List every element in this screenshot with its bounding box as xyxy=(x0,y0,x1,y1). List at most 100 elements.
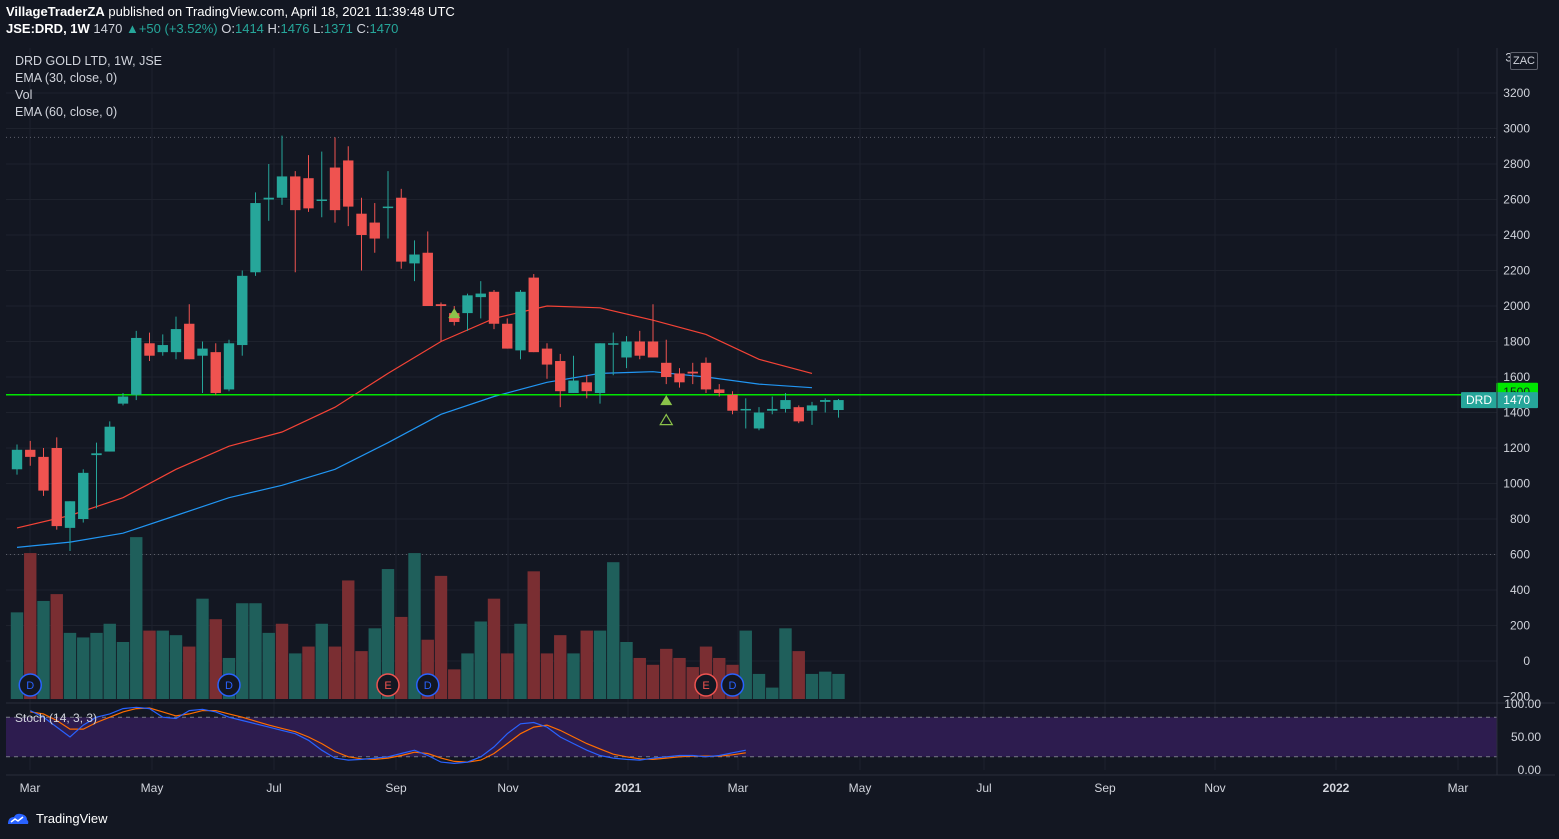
footer-brand[interactable]: TradingView xyxy=(6,811,108,826)
candle-body xyxy=(806,405,818,411)
candle-body xyxy=(263,197,274,200)
time-axis-label: Sep xyxy=(385,781,407,795)
candle-body xyxy=(714,389,725,393)
price-axis-label: 400 xyxy=(1510,583,1530,597)
candle-body xyxy=(488,291,500,324)
dividend-marker-icon xyxy=(217,673,241,697)
time-axis-label: Sep xyxy=(1094,781,1116,795)
volume-bar xyxy=(580,630,593,699)
candle-body xyxy=(64,501,76,528)
event-marker-label: D xyxy=(729,680,737,692)
candle-body xyxy=(117,396,129,404)
price-axis-label: 1200 xyxy=(1503,441,1530,455)
volume-bar xyxy=(355,651,368,699)
volume-bar xyxy=(77,637,90,699)
volume-bar xyxy=(249,603,262,699)
candle-body xyxy=(674,373,685,383)
candle-body xyxy=(104,426,115,452)
candle-body xyxy=(687,371,698,374)
stoch-axis-label: 100.00 xyxy=(1504,697,1541,711)
volume-bar xyxy=(832,673,845,699)
chart-legend: DRD GOLD LTD, 1W, JSE EMA (30, close, 0)… xyxy=(15,53,162,121)
candle-body xyxy=(144,343,155,356)
event-marker-label: E xyxy=(702,680,709,692)
volume-bar xyxy=(236,603,249,699)
volume-bar xyxy=(461,653,474,699)
volume-bar xyxy=(646,664,660,699)
price-axis-label: 2400 xyxy=(1503,228,1530,242)
candle-body xyxy=(276,176,288,198)
candle-body xyxy=(237,275,248,346)
dividend-marker-icon xyxy=(720,673,745,697)
candle-body xyxy=(11,449,23,470)
time-axis-label: Mar xyxy=(728,781,749,795)
price-axis-label: 1800 xyxy=(1503,335,1530,349)
time-axis-label: Jul xyxy=(976,781,991,795)
volume-bar xyxy=(130,537,143,699)
candle-body xyxy=(568,380,579,393)
candle-body xyxy=(820,400,831,402)
volume-bar xyxy=(10,612,24,699)
stoch-axis-label: 50.00 xyxy=(1511,730,1541,744)
symbol-id: JSE:DRD, 1W xyxy=(6,21,90,36)
dividend-marker-icon xyxy=(416,673,440,697)
publish-line: VillageTraderZA published on TradingView… xyxy=(6,4,455,19)
legend-ema60[interactable]: EMA (60, close, 0) xyxy=(15,105,118,119)
time-axis-label: Mar xyxy=(1448,781,1469,795)
candle-body xyxy=(462,295,473,314)
volume-bar xyxy=(315,623,328,699)
volume-bar xyxy=(805,673,819,699)
candle-body xyxy=(634,341,645,356)
time-axis-label: May xyxy=(141,781,164,795)
volume-bar xyxy=(408,553,421,699)
time-axis-label: Jul xyxy=(266,781,281,795)
candle-body xyxy=(409,254,420,264)
candle-body xyxy=(223,343,235,390)
legend-ema30[interactable]: EMA (30, close, 0) xyxy=(15,71,118,85)
candle-body xyxy=(290,176,301,211)
close-value: 1470 xyxy=(369,21,399,36)
candle-body xyxy=(502,323,513,349)
candle-body xyxy=(594,343,606,393)
candle-body xyxy=(515,291,526,351)
candle-body xyxy=(541,348,553,365)
candle-body xyxy=(435,304,447,306)
candle-body xyxy=(78,472,89,519)
volume-bar xyxy=(766,687,779,699)
ema30-line xyxy=(16,305,813,529)
volume-bar xyxy=(209,619,222,699)
earnings-marker-icon xyxy=(694,673,718,697)
stoch-axis-label: 0.00 xyxy=(1518,763,1542,777)
price-label-bg xyxy=(1461,392,1538,409)
time-axis-label: 2021 xyxy=(615,781,642,795)
candle-body xyxy=(210,352,221,393)
price-axis-label: 2600 xyxy=(1503,193,1530,207)
signal-outline-icon xyxy=(659,413,674,426)
currency-badge[interactable]: ZAC xyxy=(1510,52,1538,70)
candle-body xyxy=(793,407,804,422)
candle-body xyxy=(647,341,659,358)
volume-bar xyxy=(792,651,805,699)
price-axis-label: 2200 xyxy=(1503,264,1530,278)
legend-vol[interactable]: Vol xyxy=(15,88,33,102)
volume-bar xyxy=(116,642,130,699)
price-axis-label: 3 xyxy=(1505,51,1512,65)
candle-body xyxy=(608,343,619,345)
price-axis-label: −200 xyxy=(1503,690,1530,704)
volume-bar xyxy=(103,623,116,699)
volume-bar xyxy=(50,594,63,699)
candle-body xyxy=(51,448,62,527)
price-axis-label: 800 xyxy=(1510,512,1530,526)
candle-body xyxy=(621,341,632,358)
volume-bar xyxy=(90,632,103,699)
volume-bar xyxy=(448,669,461,699)
change-value: +50 (+3.52%) xyxy=(138,21,218,36)
stoch-legend[interactable]: Stoch (14, 3, 3) xyxy=(15,711,98,725)
legend-title: DRD GOLD LTD, 1W, JSE xyxy=(15,54,163,68)
volume-bar xyxy=(779,628,792,699)
earnings-marker-icon xyxy=(376,673,400,697)
author-name[interactable]: VillageTraderZA xyxy=(6,4,105,19)
volume-bar xyxy=(819,671,832,699)
candle-body xyxy=(661,362,672,377)
